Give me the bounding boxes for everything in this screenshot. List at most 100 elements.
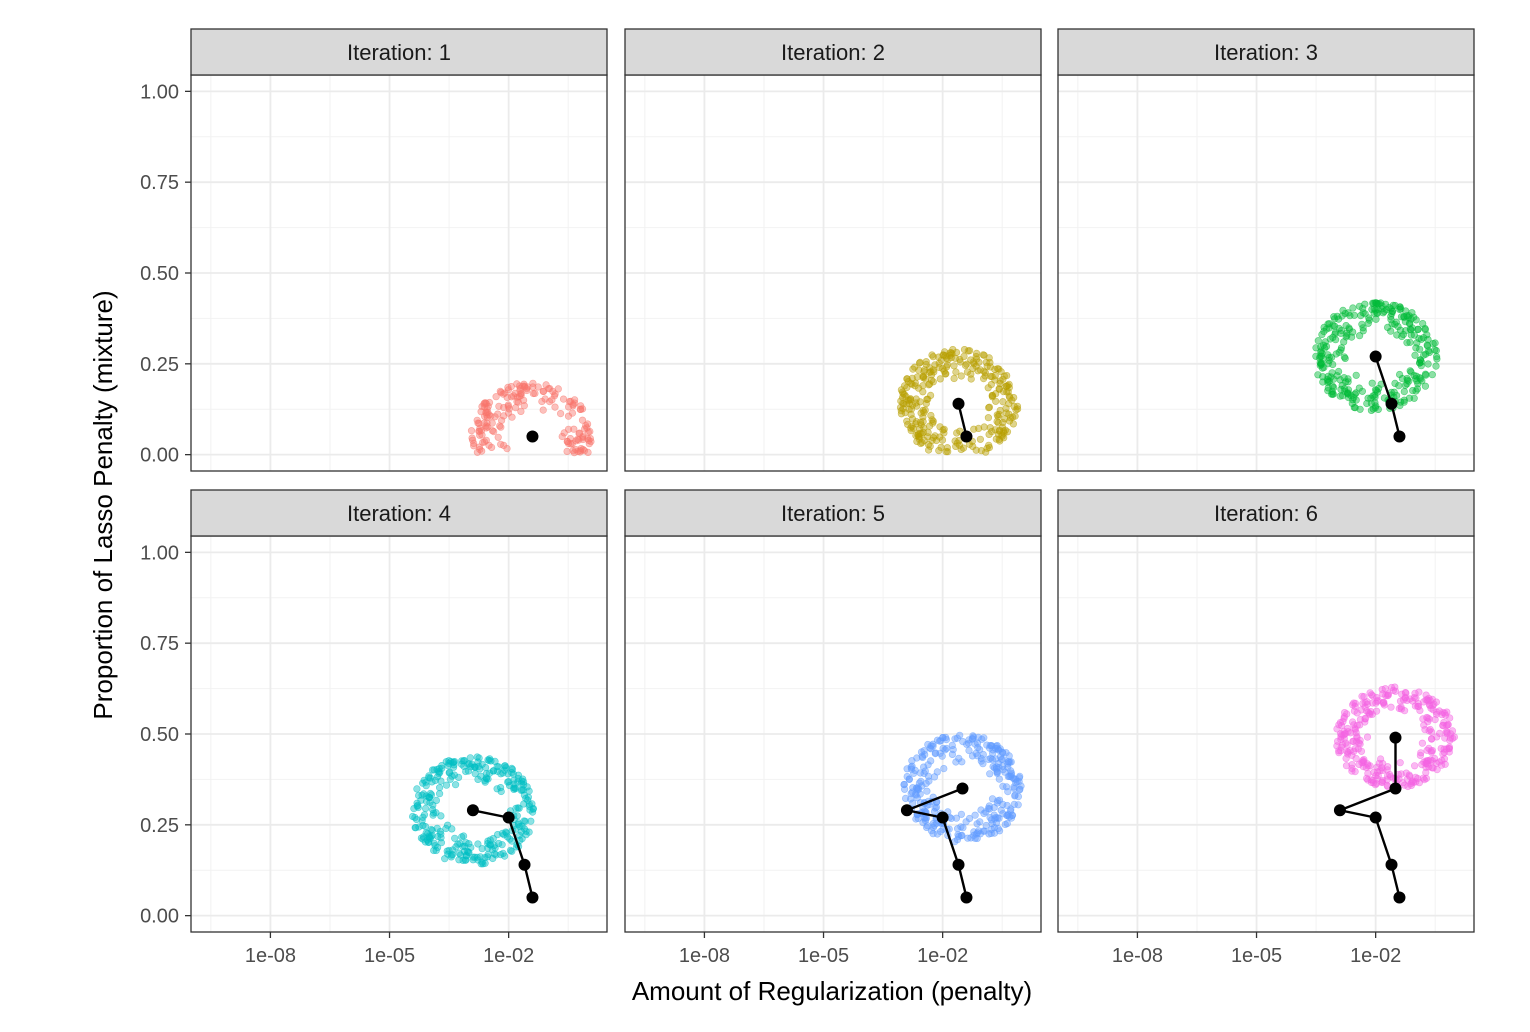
candidate-point	[413, 785, 421, 793]
candidate-point	[1359, 756, 1367, 765]
candidate-point	[1416, 356, 1424, 364]
candidate-point	[1432, 353, 1441, 361]
candidate-point	[1010, 394, 1018, 402]
candidate-point	[971, 811, 979, 819]
candidate-point	[507, 383, 515, 391]
candidate-point	[583, 424, 591, 432]
candidate-point	[524, 796, 532, 804]
candidate-point	[445, 759, 453, 767]
search-path-line	[472, 809, 534, 898]
candidate-point	[999, 782, 1007, 790]
candidate-point	[465, 760, 473, 768]
candidate-point	[1389, 301, 1397, 310]
candidate-point	[484, 853, 492, 861]
y-tick-label: 1.00	[140, 542, 179, 564]
candidate-point	[437, 839, 446, 847]
candidate-point	[985, 404, 993, 412]
candidate-point	[941, 746, 949, 754]
candidate-point	[925, 777, 933, 785]
candidate-point	[1420, 758, 1428, 766]
candidate-point	[496, 387, 504, 395]
candidate-point	[482, 436, 490, 444]
candidate-point	[417, 796, 425, 804]
candidate-point	[1377, 299, 1385, 307]
candidate-point	[940, 764, 948, 773]
candidate-point	[972, 830, 981, 838]
candidate-point	[1337, 721, 1346, 730]
candidate-point	[927, 745, 935, 753]
candidate-point	[1413, 385, 1421, 393]
candidate-point	[523, 783, 531, 791]
candidate-point	[563, 447, 571, 456]
facet-strip	[624, 28, 1042, 76]
candidate-point	[987, 825, 996, 834]
candidate-point	[935, 359, 943, 367]
candidate-point	[930, 821, 939, 829]
candidate-point	[1418, 377, 1426, 385]
candidate-point	[903, 375, 911, 383]
candidate-point	[491, 413, 499, 421]
candidate-point	[1356, 740, 1364, 748]
candidate-point	[478, 845, 486, 853]
candidate-point	[1344, 394, 1353, 402]
candidate-point	[952, 758, 960, 766]
candidate-point	[1393, 331, 1401, 339]
candidate-point	[1427, 728, 1436, 736]
candidate-point	[992, 397, 1000, 405]
path-point	[1369, 811, 1382, 824]
candidate-point	[982, 448, 990, 456]
candidate-point	[1352, 728, 1360, 737]
candidate-point	[900, 785, 909, 793]
candidate-point	[988, 428, 996, 436]
candidate-point	[1414, 700, 1422, 708]
candidate-point	[1341, 387, 1349, 395]
candidate-point	[990, 803, 998, 812]
candidate-point	[1387, 683, 1396, 692]
candidate-point	[1419, 698, 1428, 706]
facet-strip	[624, 489, 1042, 537]
candidate-point	[529, 379, 537, 387]
candidate-point	[508, 764, 516, 773]
candidate-point	[1352, 371, 1360, 379]
candidate-point	[1373, 768, 1382, 776]
candidate-point	[429, 801, 437, 809]
candidate-point	[578, 416, 587, 424]
candidate-point	[1414, 702, 1423, 711]
path-point	[502, 811, 515, 824]
candidate-point	[1413, 377, 1421, 385]
candidate-point	[517, 407, 525, 416]
candidate-point	[980, 423, 988, 431]
candidate-point	[465, 840, 473, 848]
candidate-point	[1371, 393, 1379, 401]
candidate-point	[943, 361, 952, 369]
candidate-point	[455, 773, 463, 782]
candidate-point	[493, 767, 502, 775]
candidate-point	[542, 381, 550, 389]
candidate-point	[922, 779, 930, 788]
candidate-point	[464, 767, 473, 775]
candidate-point	[1423, 341, 1431, 349]
candidate-point	[1329, 322, 1337, 330]
candidate-point	[971, 834, 979, 842]
candidate-point	[909, 784, 917, 792]
candidate-point	[993, 417, 1001, 426]
path-point	[956, 782, 969, 795]
candidate-point	[1362, 774, 1371, 783]
candidate-point	[1432, 698, 1440, 706]
candidate-point	[994, 797, 1002, 805]
candidate-point	[1422, 371, 1430, 379]
candidate-point	[996, 379, 1004, 388]
candidate-point	[939, 351, 947, 359]
candidate-point	[919, 382, 927, 390]
candidate-point	[1320, 327, 1328, 336]
candidate-point	[1414, 325, 1422, 334]
y-tick-label: 0.75	[140, 172, 179, 194]
candidate-point	[985, 430, 993, 439]
candidate-point	[1428, 746, 1437, 755]
candidate-point	[912, 815, 920, 823]
candidate-point	[1365, 314, 1373, 322]
candidate-point	[426, 798, 434, 807]
candidate-point	[907, 427, 915, 435]
candidate-point	[1322, 342, 1331, 351]
